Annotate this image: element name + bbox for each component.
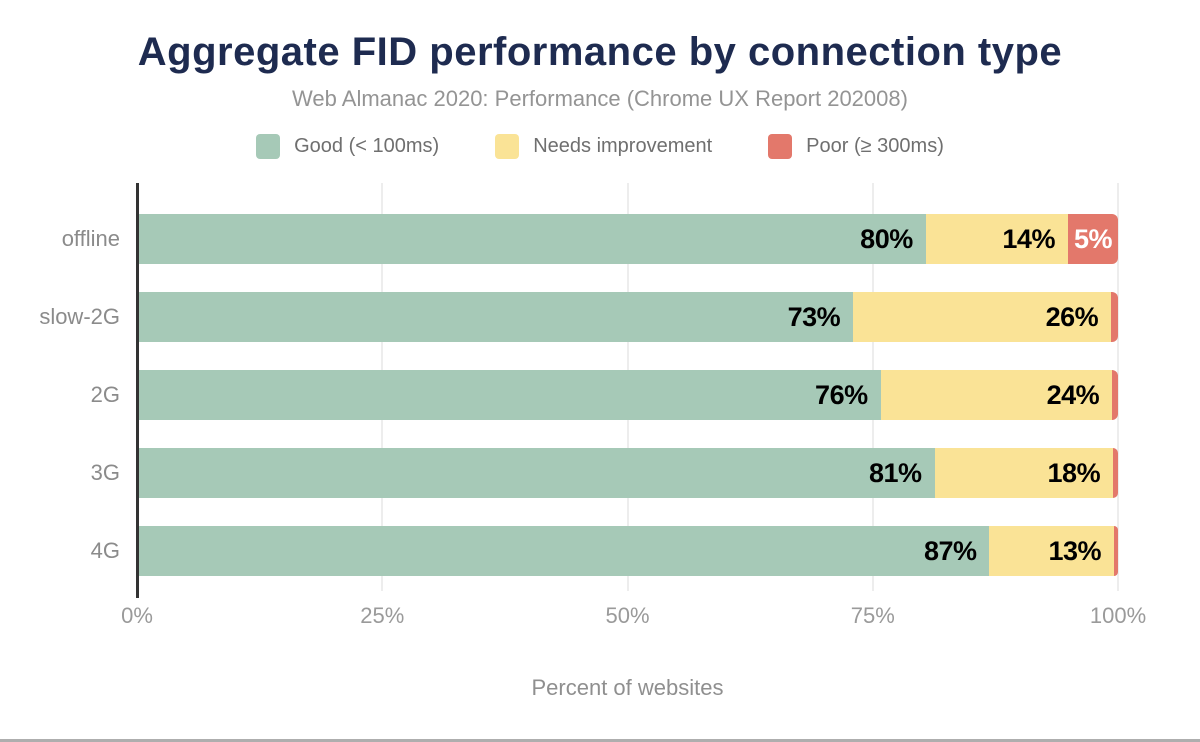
x-tick-100: 100%	[1089, 603, 1147, 628]
bar-segment-needs-improvement[interactable]: 18%	[934, 448, 1114, 498]
legend-label: Needs improvement	[533, 135, 713, 157]
plot-area: offline 80% 14% 5% slow-2G 73% 26% 2G 76…	[39, 183, 1119, 591]
chart-page: Aggregate FID performance by connection …	[0, 30, 1200, 713]
segment-value-label: 5%	[1073, 223, 1113, 254]
legend-label: Poor (≥ 300ms)	[806, 135, 944, 157]
bar-row-2g: 2G 76% 24%	[91, 370, 1118, 420]
legend-item-needs-improvement[interactable]: Needs improvement	[495, 134, 712, 159]
segment-value-label: 81%	[869, 457, 922, 488]
segment-value-label: 76%	[815, 379, 868, 410]
poor-swatch-icon	[768, 134, 793, 159]
segment-value-label: 73%	[787, 301, 841, 332]
bar-segment-poor[interactable]	[1112, 370, 1118, 420]
legend-label: Good (< 100ms)	[294, 135, 440, 157]
bar-segment-needs-improvement[interactable]: 13%	[989, 526, 1115, 576]
bar-row-4g: 4G 87% 13%	[91, 526, 1118, 576]
segment-value-label: 14%	[1002, 223, 1055, 254]
segment-value-label: 87%	[923, 535, 977, 566]
stacked-bar-chart: offline 80% 14% 5% slow-2G 73% 26% 2G 76…	[0, 183, 1200, 713]
bar-segment-needs-improvement[interactable]: 24%	[880, 370, 1113, 420]
bar-segment-needs-improvement[interactable]: 26%	[853, 292, 1112, 342]
bar-segment-poor[interactable]: 5%	[1067, 214, 1118, 264]
x-tick-25: 25%	[360, 603, 405, 628]
y-axis-label: offline	[61, 226, 120, 251]
needs-improvement-swatch-icon	[495, 134, 520, 159]
segment-value-label: 18%	[1047, 457, 1101, 488]
segment-value-label: 24%	[1046, 379, 1100, 410]
x-tick-50: 50%	[605, 603, 650, 628]
segment-value-label: 13%	[1048, 535, 1102, 566]
x-tick-75: 75%	[850, 603, 895, 628]
good-swatch-icon	[256, 134, 281, 159]
bar-segment-good[interactable]: 73%	[137, 292, 854, 342]
gridline-100	[1117, 183, 1119, 591]
y-axis-label: 2G	[90, 382, 120, 407]
segment-value-label: 80%	[860, 223, 913, 254]
x-axis-ticks: 0% 25% 50% 75% 100%	[121, 603, 1146, 631]
bar-segment-good[interactable]: 76%	[137, 370, 881, 420]
bar-segment-good[interactable]: 87%	[137, 526, 990, 576]
legend-item-good[interactable]: Good (< 100ms)	[256, 134, 439, 159]
bar-row-3g: 3G 81% 18%	[91, 448, 1118, 498]
y-axis-label: slow-2G	[39, 304, 120, 329]
y-axis-label: 4G	[90, 538, 120, 563]
bar-segment-good[interactable]: 80%	[137, 214, 926, 264]
chart-title: Aggregate FID performance by connection …	[137, 30, 1063, 74]
bar-segment-poor[interactable]	[1111, 292, 1118, 342]
bar-segment-needs-improvement[interactable]: 14%	[925, 214, 1068, 264]
x-tick-0: 0%	[121, 603, 153, 628]
x-axis-title: Percent of websites	[531, 675, 724, 700]
legend: Good (< 100ms) Needs improvement Poor (≥…	[0, 134, 1200, 159]
legend-item-poor[interactable]: Poor (≥ 300ms)	[768, 134, 944, 159]
bar-row-offline: offline 80% 14% 5%	[62, 214, 1118, 264]
bar-segment-poor[interactable]	[1113, 448, 1118, 498]
segment-value-label: 26%	[1045, 301, 1099, 332]
chart-subtitle: Web Almanac 2020: Performance (Chrome UX…	[292, 86, 908, 111]
y-axis-label: 3G	[90, 460, 120, 485]
bar-segment-good[interactable]: 81%	[137, 448, 935, 498]
y-axis-line	[136, 183, 139, 598]
bar-segment-poor[interactable]	[1114, 526, 1118, 576]
bar-row-slow-2g: slow-2G 73% 26%	[39, 292, 1118, 342]
